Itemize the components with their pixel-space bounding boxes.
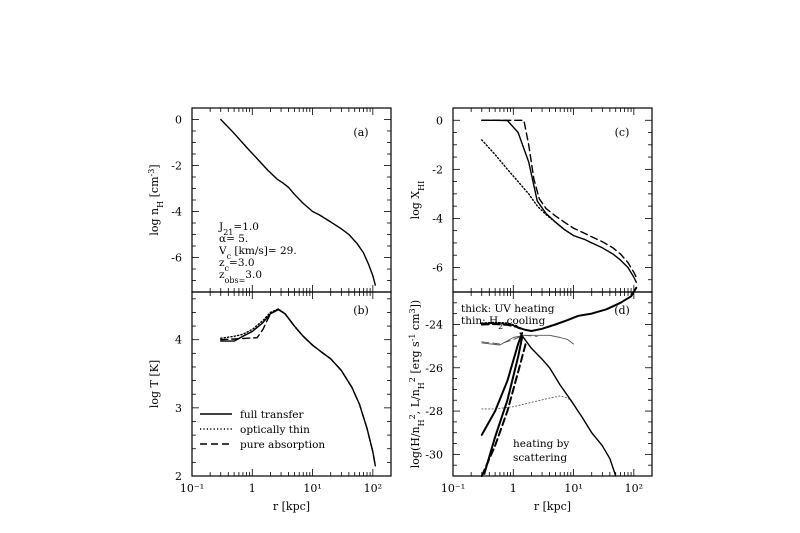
- y-tick-label: -4: [171, 206, 182, 219]
- x-tick-label: 10²: [364, 482, 382, 495]
- panel-label: (b): [353, 304, 369, 317]
- y-tick-label: -2: [171, 160, 182, 173]
- y-tick-label: -6: [432, 261, 443, 274]
- y-tick-label: 3: [175, 402, 182, 415]
- panel-label: (a): [353, 126, 368, 139]
- panel-d-annotation: thin: H2 cooling: [461, 315, 546, 331]
- parameter-annotation: Vc [km/s]= 29.: [218, 245, 297, 261]
- x-tick-label: 10¹: [564, 482, 582, 495]
- panel-c: 0 -2 -4 -6 log XHI (c): [409, 107, 653, 293]
- y-tick-label: 0: [175, 114, 182, 127]
- y-tick-label: -28: [425, 405, 443, 418]
- y-axis-label: log XHI: [409, 181, 426, 220]
- series-dotted-line: [481, 395, 575, 410]
- series-dotted-line: [481, 139, 575, 237]
- series-solid-line: [481, 119, 637, 283]
- series-dashed-line: [480, 323, 524, 330]
- parameter-annotation: α= 5.: [219, 233, 248, 245]
- x-tick-label: 1: [249, 482, 256, 495]
- series-dotted-line: [220, 308, 314, 346]
- legend-label: full transfer: [240, 409, 304, 421]
- plot-frame-d: [452, 291, 653, 477]
- panel-label: (c): [615, 126, 630, 139]
- x-axis-label: r [kpc]: [534, 500, 571, 513]
- x-tick-label: 1: [510, 482, 517, 495]
- series-solid-line: [480, 332, 524, 436]
- legend-label: pure absorption: [240, 439, 325, 451]
- parameter-annotation: zobs=3.0: [219, 269, 262, 285]
- panel-d-annotation: scattering: [513, 452, 567, 464]
- panel-label: (d): [614, 304, 630, 317]
- y-tick-label: -4: [432, 212, 443, 225]
- y-axis-label: log nH [cm-3]: [147, 164, 165, 235]
- plot-frame-b: [191, 291, 392, 477]
- y-tick-label: 2: [175, 470, 182, 483]
- panel-b: 2 3 4 10⁻¹ 1 10¹ 10² r [kpc] log T [K] (b) full tr…: [148, 291, 392, 513]
- y-tick-label: -24: [425, 318, 443, 331]
- legend-label: optically thin: [240, 424, 310, 436]
- series-dashed-line: [480, 343, 527, 477]
- x-tick-label: 10¹: [303, 482, 321, 495]
- y-axis-label: log T [K]: [148, 360, 161, 408]
- parameter-annotation: J21=1.0: [218, 221, 259, 237]
- x-axis-label: r [kpc]: [273, 500, 310, 513]
- y-axis-label: log(H/nH2, L/nH2 [erg s-1 cm3]): [408, 300, 426, 468]
- series-solid-line: [220, 118, 376, 286]
- y-tick-label: -6: [171, 252, 182, 265]
- x-tick-label: 10⁻¹: [441, 482, 465, 495]
- y-tick-label: 4: [175, 334, 182, 347]
- y-tick-label: -30: [425, 448, 443, 461]
- parameter-annotation: zc=3.0: [219, 257, 255, 273]
- x-tick-label: 10²: [625, 482, 643, 495]
- series-dashed-line: [481, 119, 637, 278]
- y-tick-label: -26: [425, 362, 443, 375]
- y-tick-label: -2: [432, 163, 443, 176]
- panel-d: -24 -26 -28 -30 10⁻¹ 1 10¹ 10² r [kpc] log(H/nH2,…: [408, 286, 653, 513]
- y-tick-label: 0: [436, 114, 443, 127]
- series-solid-line: [519, 332, 617, 477]
- series-dotted-line: [480, 321, 520, 328]
- series-dashed-line: [220, 308, 376, 467]
- series-solid-line: [483, 336, 524, 475]
- x-tick-label: 10⁻¹: [180, 482, 204, 495]
- panel-d-annotation: thick: UV heating: [461, 303, 555, 315]
- panel-d-annotation: heating by: [513, 438, 569, 450]
- panel-a: 0 -2 -4 -6 log nH [cm-3] (a) J21=1.0α= 5.Vc [k…: [147, 107, 392, 293]
- series-dashed-line: [481, 334, 538, 345]
- series-solid-line: [517, 286, 638, 332]
